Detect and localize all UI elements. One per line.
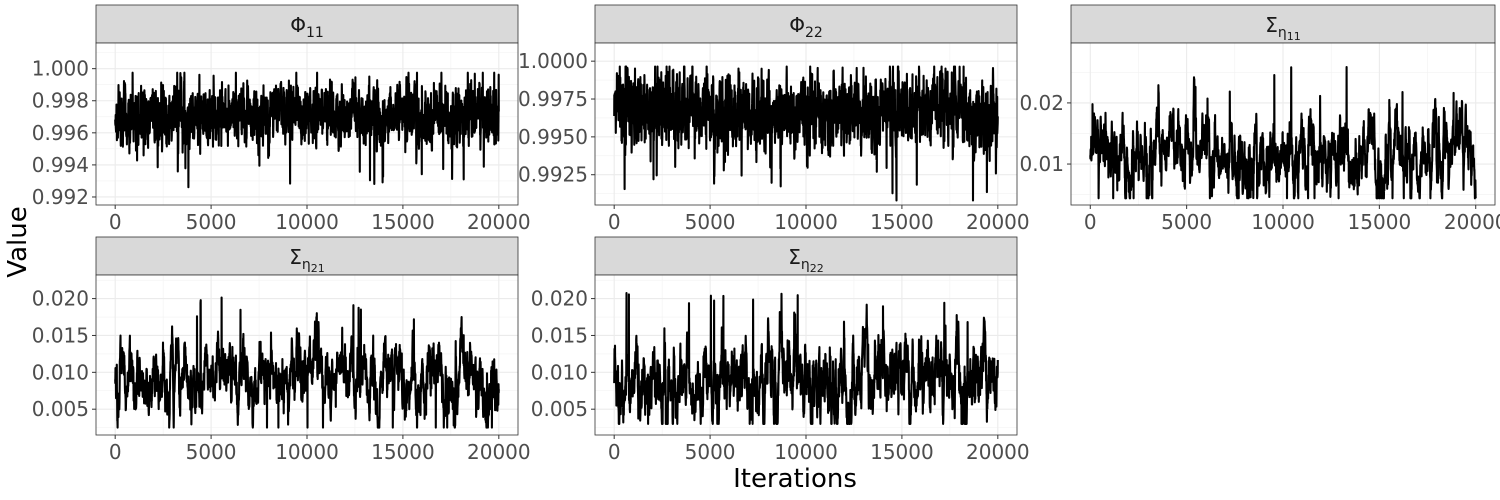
x-tick-label: 0 (608, 440, 621, 464)
y-tick-label: 0.9975 (518, 87, 588, 111)
x-tick-label: 20000 (966, 440, 1030, 464)
strip-Phi_22 (594, 4, 1018, 44)
x-tick-label: 10000 (774, 210, 838, 234)
y-tick-label: 0.010 (32, 360, 89, 384)
trace-line-Phi_11 (114, 71, 500, 189)
x-tick-label: 20000 (966, 210, 1030, 234)
x-tick-label: 10000 (1251, 210, 1315, 234)
y-tick-label: 1.000 (32, 57, 89, 81)
strip-label-Phi_22: Φ22 (789, 13, 823, 41)
x-tick-label: 10000 (275, 210, 339, 234)
panel-Phi_11: Φ11 0 5000 10000 15000 20000 0.992 0.994 0.996 0.… (32, 4, 531, 234)
strip-Sigma_eta_22 (594, 236, 1018, 276)
y-tick-label: 0.020 (32, 287, 89, 311)
x-tick-label: 0 (608, 210, 621, 234)
x-tick-label: 15000 (870, 440, 934, 464)
trace-line-Sigma_eta_11 (1089, 65, 1477, 200)
y-tick-label: 1.0000 (518, 49, 588, 73)
x-tick-label: 5000 (186, 440, 237, 464)
y-tick-label: 0.015 (32, 323, 89, 347)
x-tick-label: 0 (109, 210, 122, 234)
panel-Sigma_eta_11: Ση11 0 5000 10000 15000 20000 0.01 0.02 (1019, 4, 1500, 234)
x-tick-label: 0 (1084, 210, 1097, 234)
x-tick-label: 0 (109, 440, 122, 464)
y-tick-label: 0.01 (1019, 152, 1064, 176)
x-tick-label: 20000 (467, 440, 531, 464)
x-tick-label: 15000 (371, 210, 435, 234)
panel-Sigma_eta_22: Ση22 0 5000 10000 15000 20000 0.005 0.010 0.015 0… (531, 236, 1030, 464)
strip-label-Sigma_eta_11: Ση11 (1265, 13, 1301, 43)
panel-Phi_22: Φ22 0 5000 10000 15000 20000 0.9925 0.9950 0.997… (518, 4, 1030, 234)
strip-Phi_11 (95, 4, 519, 44)
x-tick-label: 15000 (1348, 210, 1412, 234)
panel-Sigma_eta_21: Ση21 0 5000 10000 15000 20000 0.005 0.010 0.015 0… (32, 236, 531, 464)
x-tick-label: 10000 (774, 440, 838, 464)
x-tick-label: 20000 (1444, 210, 1500, 234)
y-tick-label: 0.02 (1019, 91, 1064, 115)
x-tick-label: 5000 (1161, 210, 1212, 234)
trace-line-Sigma_eta_21 (114, 296, 500, 429)
y-tick-label: 0.992 (32, 185, 89, 209)
x-tick-label: 5000 (685, 210, 736, 234)
y-axis-title: Value (3, 206, 33, 277)
y-tick-label: 0.020 (531, 287, 588, 311)
y-tick-label: 0.996 (32, 121, 89, 145)
x-tick-label: 10000 (275, 440, 339, 464)
strip-label-Sigma_eta_21: Ση21 (289, 245, 325, 275)
y-tick-label: 0.9950 (518, 125, 588, 149)
trace-line-Sigma_eta_22 (613, 292, 999, 425)
strip-label-Phi_11: Φ11 (290, 13, 324, 41)
x-tick-label: 20000 (467, 210, 531, 234)
x-tick-label: 5000 (685, 440, 736, 464)
y-tick-label: 0.015 (531, 323, 588, 347)
x-tick-label: 5000 (186, 210, 237, 234)
y-tick-label: 0.9925 (518, 163, 588, 187)
x-axis-title: Iterations (733, 464, 857, 494)
strip-Sigma_eta_11 (1070, 4, 1496, 44)
y-tick-label: 0.998 (32, 89, 89, 113)
y-tick-label: 0.005 (32, 397, 89, 421)
y-tick-label: 0.994 (32, 153, 89, 177)
strip-label-Sigma_eta_22: Ση22 (788, 245, 824, 275)
y-tick-label: 0.010 (531, 360, 588, 384)
trace-line-Phi_22 (613, 65, 999, 202)
y-tick-label: 0.005 (531, 397, 588, 421)
x-tick-label: 15000 (870, 210, 934, 234)
x-tick-label: 15000 (371, 440, 435, 464)
